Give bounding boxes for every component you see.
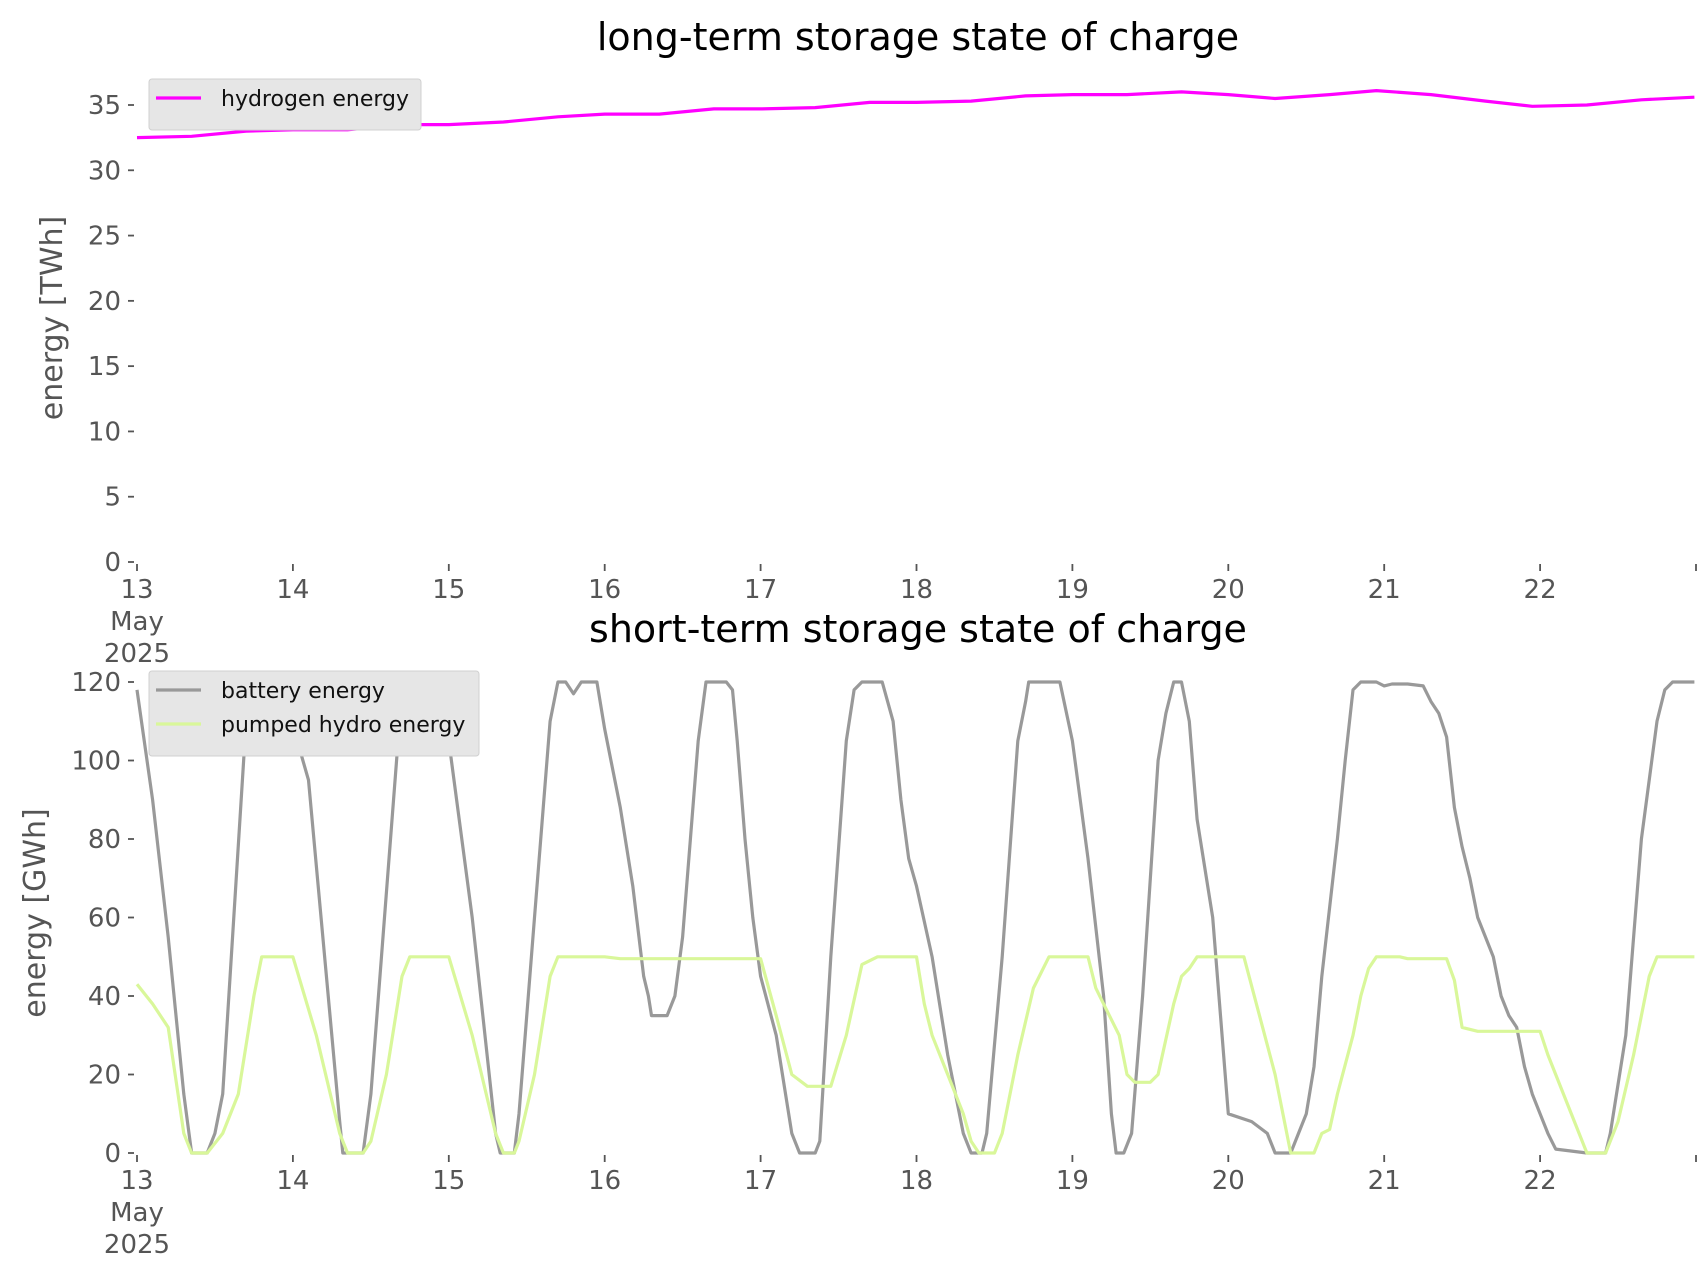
x-tick-label: 16 bbox=[588, 575, 621, 605]
x-tick-label-extra: May bbox=[110, 607, 164, 637]
y-axis-label: energy [GWh] bbox=[18, 808, 53, 1017]
y-tick-label: 40 bbox=[88, 982, 121, 1012]
x-tick-label: 13 bbox=[120, 575, 153, 605]
series-line bbox=[135, 955, 1695, 1155]
x-tick-label: 13 bbox=[120, 1166, 153, 1196]
x-tick-label: 18 bbox=[900, 575, 933, 605]
chart-title: long-term storage state of charge bbox=[597, 15, 1239, 59]
y-ticks: 0 20 40 60 80 100 120 bbox=[71, 668, 134, 1169]
x-tick-label: 22 bbox=[1524, 575, 1557, 605]
series-lines bbox=[135, 680, 1695, 1155]
y-tick-label: 10 bbox=[88, 417, 121, 447]
x-tick-label: 15 bbox=[432, 575, 465, 605]
legend: hydrogen energy bbox=[148, 78, 422, 131]
legend-label: pumped hydro energy bbox=[221, 713, 465, 738]
x-tick-label: 15 bbox=[432, 1166, 465, 1196]
x-tick-label: 16 bbox=[588, 1166, 621, 1196]
legend-label: battery energy bbox=[221, 679, 385, 704]
legend-box bbox=[148, 78, 422, 131]
y-tick-label: 0 bbox=[104, 548, 121, 578]
x-tick-label-extra: May bbox=[110, 1198, 164, 1228]
x-tick-label: 19 bbox=[1056, 1166, 1089, 1196]
y-tick-label: 15 bbox=[88, 352, 121, 382]
y-ticks: 0 5 10 15 20 25 30 35 bbox=[88, 91, 134, 578]
x-tick-label: 19 bbox=[1056, 575, 1089, 605]
y-tick-label: 5 bbox=[104, 483, 121, 513]
y-tick-label: 100 bbox=[71, 747, 121, 777]
legend-box bbox=[148, 670, 480, 757]
x-tick-label: 21 bbox=[1368, 1166, 1401, 1196]
x-tick-label: 20 bbox=[1212, 575, 1245, 605]
y-tick-label: 0 bbox=[104, 1139, 121, 1169]
short-term-chart: short-term storage state of charge energ… bbox=[18, 607, 1697, 1260]
x-tick-label: 21 bbox=[1368, 575, 1401, 605]
x-tick-label: 14 bbox=[276, 1166, 309, 1196]
y-tick-label: 80 bbox=[88, 825, 121, 855]
y-tick-label: 20 bbox=[88, 287, 121, 317]
y-tick-label: 20 bbox=[88, 1061, 121, 1091]
x-tick-label-extra: 2025 bbox=[104, 1230, 170, 1260]
y-tick-label: 25 bbox=[88, 222, 121, 252]
x-tick-label-extra: 2025 bbox=[104, 639, 170, 669]
x-tick-label: 22 bbox=[1524, 1166, 1557, 1196]
y-tick-label: 35 bbox=[88, 91, 121, 121]
x-tick-label: 14 bbox=[276, 575, 309, 605]
chart-title: short-term storage state of charge bbox=[589, 607, 1247, 651]
legend: battery energy pumped hydro energy bbox=[148, 670, 480, 757]
long-term-chart: long-term storage state of charge energy… bbox=[35, 15, 1697, 669]
y-tick-label: 30 bbox=[88, 156, 121, 186]
x-tick-label: 20 bbox=[1212, 1166, 1245, 1196]
legend-label: hydrogen energy bbox=[221, 87, 409, 112]
y-axis-label: energy [TWh] bbox=[35, 216, 70, 420]
x-tick-label: 17 bbox=[744, 1166, 777, 1196]
y-tick-label: 60 bbox=[88, 904, 121, 934]
x-tick-label: 18 bbox=[900, 1166, 933, 1196]
y-tick-label: 120 bbox=[71, 668, 121, 698]
x-tick-label: 17 bbox=[744, 575, 777, 605]
